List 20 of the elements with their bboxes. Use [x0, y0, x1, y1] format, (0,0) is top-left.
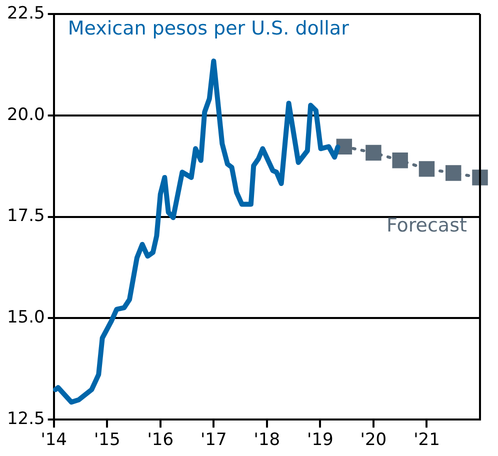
y-tick-label: 22.5: [6, 3, 45, 24]
y-tick-label: 17.5: [6, 206, 45, 226]
y-tick-label: 12.5: [6, 409, 45, 430]
x-tick-label: '14: [40, 430, 68, 450]
point: [472, 170, 488, 186]
x-tick-label: '19: [307, 430, 334, 450]
y-tick-label: 15.0: [6, 308, 45, 328]
x-tick-label: '18: [254, 430, 280, 450]
x-tick-label: '21: [414, 430, 440, 450]
y-tick-label: 20.0: [6, 104, 45, 125]
point: [418, 161, 435, 177]
point: [392, 152, 408, 168]
x-tick-label: '15: [94, 430, 120, 450]
x-tick-label: '20: [360, 430, 387, 450]
point: [366, 144, 382, 161]
x-tick-label: '16: [147, 430, 174, 450]
x-tick-label: '17: [200, 430, 227, 450]
point: [446, 165, 462, 181]
series-label: Mexican pesos per U.S. dollar: [68, 17, 350, 40]
series-label: Forecast: [386, 214, 467, 236]
